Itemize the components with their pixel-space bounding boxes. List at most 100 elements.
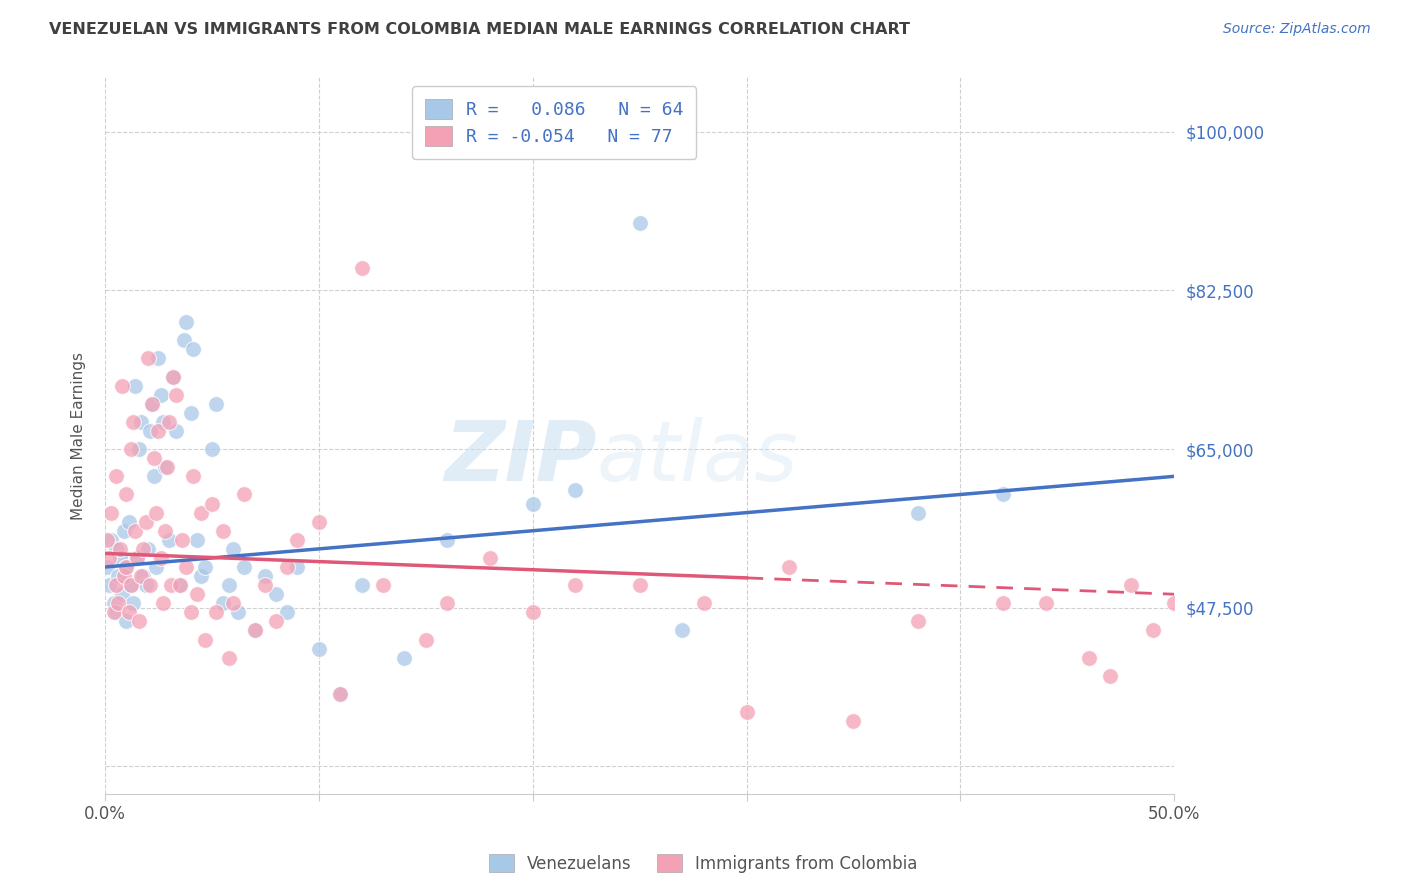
Point xyxy=(124,524,146,538)
Point xyxy=(108,551,131,566)
Point xyxy=(141,397,163,411)
Point xyxy=(394,650,416,665)
Text: atlas: atlas xyxy=(596,417,799,498)
Point xyxy=(128,615,150,629)
Point xyxy=(152,596,174,610)
Point xyxy=(145,506,167,520)
Point xyxy=(120,442,142,457)
Point xyxy=(522,605,544,619)
Point xyxy=(107,569,129,583)
Point xyxy=(157,415,180,429)
Point xyxy=(778,560,800,574)
Point xyxy=(136,351,159,366)
Point xyxy=(1121,578,1143,592)
Point xyxy=(211,596,233,610)
Point xyxy=(148,424,170,438)
Point xyxy=(136,541,159,556)
Point xyxy=(436,596,458,610)
Point xyxy=(222,596,245,610)
Point xyxy=(181,469,204,483)
Point xyxy=(143,451,166,466)
Point xyxy=(165,388,187,402)
Point xyxy=(115,615,138,629)
Point xyxy=(149,388,172,402)
Point xyxy=(233,487,256,501)
Point xyxy=(165,424,187,438)
Point xyxy=(243,624,266,638)
Legend: R =   0.086   N = 64, R = -0.054   N = 77: R = 0.086 N = 64, R = -0.054 N = 77 xyxy=(412,87,696,159)
Point xyxy=(201,442,224,457)
Point xyxy=(111,587,134,601)
Point xyxy=(96,560,118,574)
Point xyxy=(1035,596,1057,610)
Point xyxy=(1163,596,1185,610)
Point xyxy=(125,551,148,566)
Point xyxy=(149,551,172,566)
Point xyxy=(211,524,233,538)
Y-axis label: Median Male Earnings: Median Male Earnings xyxy=(72,351,86,519)
Point xyxy=(276,560,298,574)
Point xyxy=(415,632,437,647)
Point xyxy=(218,650,240,665)
Text: Source: ZipAtlas.com: Source: ZipAtlas.com xyxy=(1223,22,1371,37)
Point xyxy=(201,497,224,511)
Point xyxy=(264,615,287,629)
Point xyxy=(139,578,162,592)
Point xyxy=(174,560,197,574)
Point xyxy=(1077,650,1099,665)
Point xyxy=(132,541,155,556)
Point xyxy=(907,615,929,629)
Point xyxy=(1099,669,1122,683)
Point xyxy=(152,415,174,429)
Point xyxy=(564,483,586,497)
Point xyxy=(139,424,162,438)
Point xyxy=(350,260,373,275)
Point xyxy=(205,397,228,411)
Point xyxy=(842,714,865,728)
Point xyxy=(276,605,298,619)
Point xyxy=(148,351,170,366)
Point xyxy=(125,551,148,566)
Point xyxy=(190,569,212,583)
Point xyxy=(194,632,217,647)
Point xyxy=(522,497,544,511)
Point xyxy=(436,533,458,547)
Point xyxy=(107,596,129,610)
Point xyxy=(145,560,167,574)
Point xyxy=(308,641,330,656)
Point xyxy=(111,378,134,392)
Point xyxy=(156,460,179,475)
Legend: Venezuelans, Immigrants from Colombia: Venezuelans, Immigrants from Colombia xyxy=(482,847,924,880)
Text: ZIP: ZIP xyxy=(444,417,596,498)
Point xyxy=(100,506,122,520)
Point xyxy=(100,533,122,547)
Point xyxy=(226,605,249,619)
Point xyxy=(991,487,1014,501)
Point xyxy=(170,533,193,547)
Point xyxy=(117,605,139,619)
Point xyxy=(104,469,127,483)
Point xyxy=(132,569,155,583)
Point xyxy=(169,578,191,592)
Point xyxy=(108,541,131,556)
Point xyxy=(128,442,150,457)
Point xyxy=(735,705,758,719)
Point xyxy=(112,524,135,538)
Point xyxy=(103,596,125,610)
Point xyxy=(243,624,266,638)
Point xyxy=(190,506,212,520)
Point xyxy=(120,578,142,592)
Point xyxy=(135,515,157,529)
Point xyxy=(194,560,217,574)
Point xyxy=(104,605,127,619)
Point xyxy=(173,334,195,348)
Point xyxy=(233,560,256,574)
Point xyxy=(96,533,118,547)
Point xyxy=(143,469,166,483)
Point xyxy=(124,378,146,392)
Point xyxy=(254,578,277,592)
Point xyxy=(180,406,202,420)
Point xyxy=(264,587,287,601)
Point xyxy=(98,551,121,566)
Point xyxy=(121,415,143,429)
